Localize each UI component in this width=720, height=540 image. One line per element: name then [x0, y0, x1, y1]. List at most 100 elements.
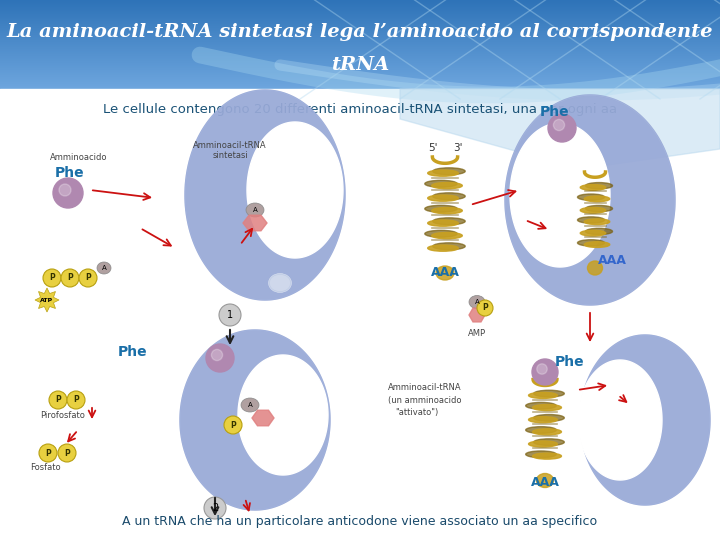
- Text: Phe: Phe: [118, 345, 148, 359]
- Ellipse shape: [534, 439, 564, 446]
- Ellipse shape: [428, 195, 459, 201]
- Ellipse shape: [533, 404, 562, 410]
- Text: Fosfato: Fosfato: [30, 462, 60, 471]
- Ellipse shape: [536, 474, 554, 488]
- Circle shape: [477, 300, 493, 316]
- Ellipse shape: [580, 185, 606, 190]
- Polygon shape: [505, 95, 675, 305]
- Ellipse shape: [432, 183, 462, 189]
- Circle shape: [537, 364, 547, 374]
- Polygon shape: [400, 89, 720, 169]
- Polygon shape: [238, 355, 328, 475]
- Ellipse shape: [584, 219, 610, 225]
- Polygon shape: [505, 95, 675, 305]
- Ellipse shape: [433, 218, 465, 225]
- Circle shape: [53, 178, 83, 208]
- Polygon shape: [578, 360, 662, 480]
- Text: Amminoacil-tRNA: Amminoacil-tRNA: [388, 383, 462, 393]
- Ellipse shape: [584, 196, 610, 202]
- Text: AMP: AMP: [468, 328, 486, 338]
- Polygon shape: [185, 90, 345, 300]
- Ellipse shape: [526, 451, 557, 457]
- Polygon shape: [180, 330, 330, 510]
- Ellipse shape: [469, 295, 485, 308]
- Ellipse shape: [585, 205, 613, 212]
- Circle shape: [532, 359, 558, 385]
- Ellipse shape: [428, 245, 459, 251]
- Circle shape: [204, 497, 226, 519]
- Ellipse shape: [528, 417, 557, 423]
- Circle shape: [79, 269, 97, 287]
- Circle shape: [61, 269, 79, 287]
- Polygon shape: [185, 90, 345, 300]
- Ellipse shape: [534, 390, 564, 397]
- Text: Phe: Phe: [540, 105, 570, 119]
- Ellipse shape: [97, 262, 111, 274]
- Text: P: P: [73, 395, 79, 404]
- Text: Amminoacido: Amminoacido: [50, 153, 107, 163]
- Circle shape: [43, 269, 61, 287]
- Text: Phe: Phe: [55, 166, 85, 180]
- Ellipse shape: [269, 274, 291, 292]
- Text: Phe: Phe: [555, 355, 585, 369]
- Ellipse shape: [585, 183, 613, 189]
- Text: P: P: [45, 449, 51, 457]
- Text: ATP: ATP: [40, 298, 53, 302]
- Ellipse shape: [528, 441, 557, 447]
- Polygon shape: [247, 122, 343, 258]
- Ellipse shape: [588, 261, 603, 275]
- Polygon shape: [252, 410, 274, 426]
- Ellipse shape: [526, 427, 557, 433]
- Ellipse shape: [580, 207, 606, 213]
- Text: P: P: [85, 273, 91, 282]
- Ellipse shape: [528, 393, 557, 399]
- Circle shape: [554, 119, 564, 131]
- Polygon shape: [243, 215, 267, 231]
- Ellipse shape: [533, 429, 562, 435]
- Text: 1: 1: [227, 310, 233, 320]
- Circle shape: [59, 184, 71, 196]
- Text: La aminoacil-tRNA sintetasi lega l’aminoacido al corrispondente: La aminoacil-tRNA sintetasi lega l’amino…: [6, 23, 714, 41]
- Circle shape: [219, 304, 241, 326]
- Circle shape: [67, 391, 85, 409]
- Text: A: A: [474, 299, 480, 305]
- Circle shape: [224, 416, 242, 434]
- Text: Amminoacil-tRNA: Amminoacil-tRNA: [193, 140, 267, 150]
- Circle shape: [49, 391, 67, 409]
- Circle shape: [212, 349, 222, 361]
- Text: tRNA: tRNA: [331, 56, 389, 74]
- Ellipse shape: [269, 274, 291, 292]
- Ellipse shape: [585, 228, 613, 234]
- Text: sintetasi: sintetasi: [212, 151, 248, 159]
- Ellipse shape: [577, 217, 605, 223]
- Ellipse shape: [425, 180, 457, 187]
- Ellipse shape: [577, 240, 605, 246]
- Polygon shape: [469, 308, 485, 322]
- Ellipse shape: [580, 230, 606, 236]
- Text: 5': 5': [428, 143, 438, 153]
- Ellipse shape: [436, 266, 454, 280]
- Text: "attivato"): "attivato"): [395, 408, 438, 416]
- Text: P: P: [64, 449, 70, 457]
- Ellipse shape: [584, 242, 610, 247]
- Text: 2: 2: [212, 503, 218, 513]
- Circle shape: [548, 114, 576, 142]
- Text: AAA: AAA: [598, 253, 626, 267]
- Ellipse shape: [432, 207, 462, 214]
- Polygon shape: [35, 288, 59, 312]
- Text: A: A: [102, 265, 107, 271]
- Text: P: P: [55, 395, 61, 404]
- Text: AAA: AAA: [531, 476, 559, 489]
- Ellipse shape: [577, 194, 605, 200]
- Text: AAA: AAA: [431, 267, 459, 280]
- Circle shape: [39, 444, 57, 462]
- Circle shape: [58, 444, 76, 462]
- Ellipse shape: [526, 402, 557, 409]
- Text: P: P: [49, 273, 55, 282]
- Circle shape: [206, 344, 234, 372]
- Ellipse shape: [433, 193, 465, 200]
- Polygon shape: [580, 335, 710, 505]
- Text: A: A: [253, 207, 257, 213]
- Ellipse shape: [432, 233, 462, 239]
- Ellipse shape: [425, 205, 457, 212]
